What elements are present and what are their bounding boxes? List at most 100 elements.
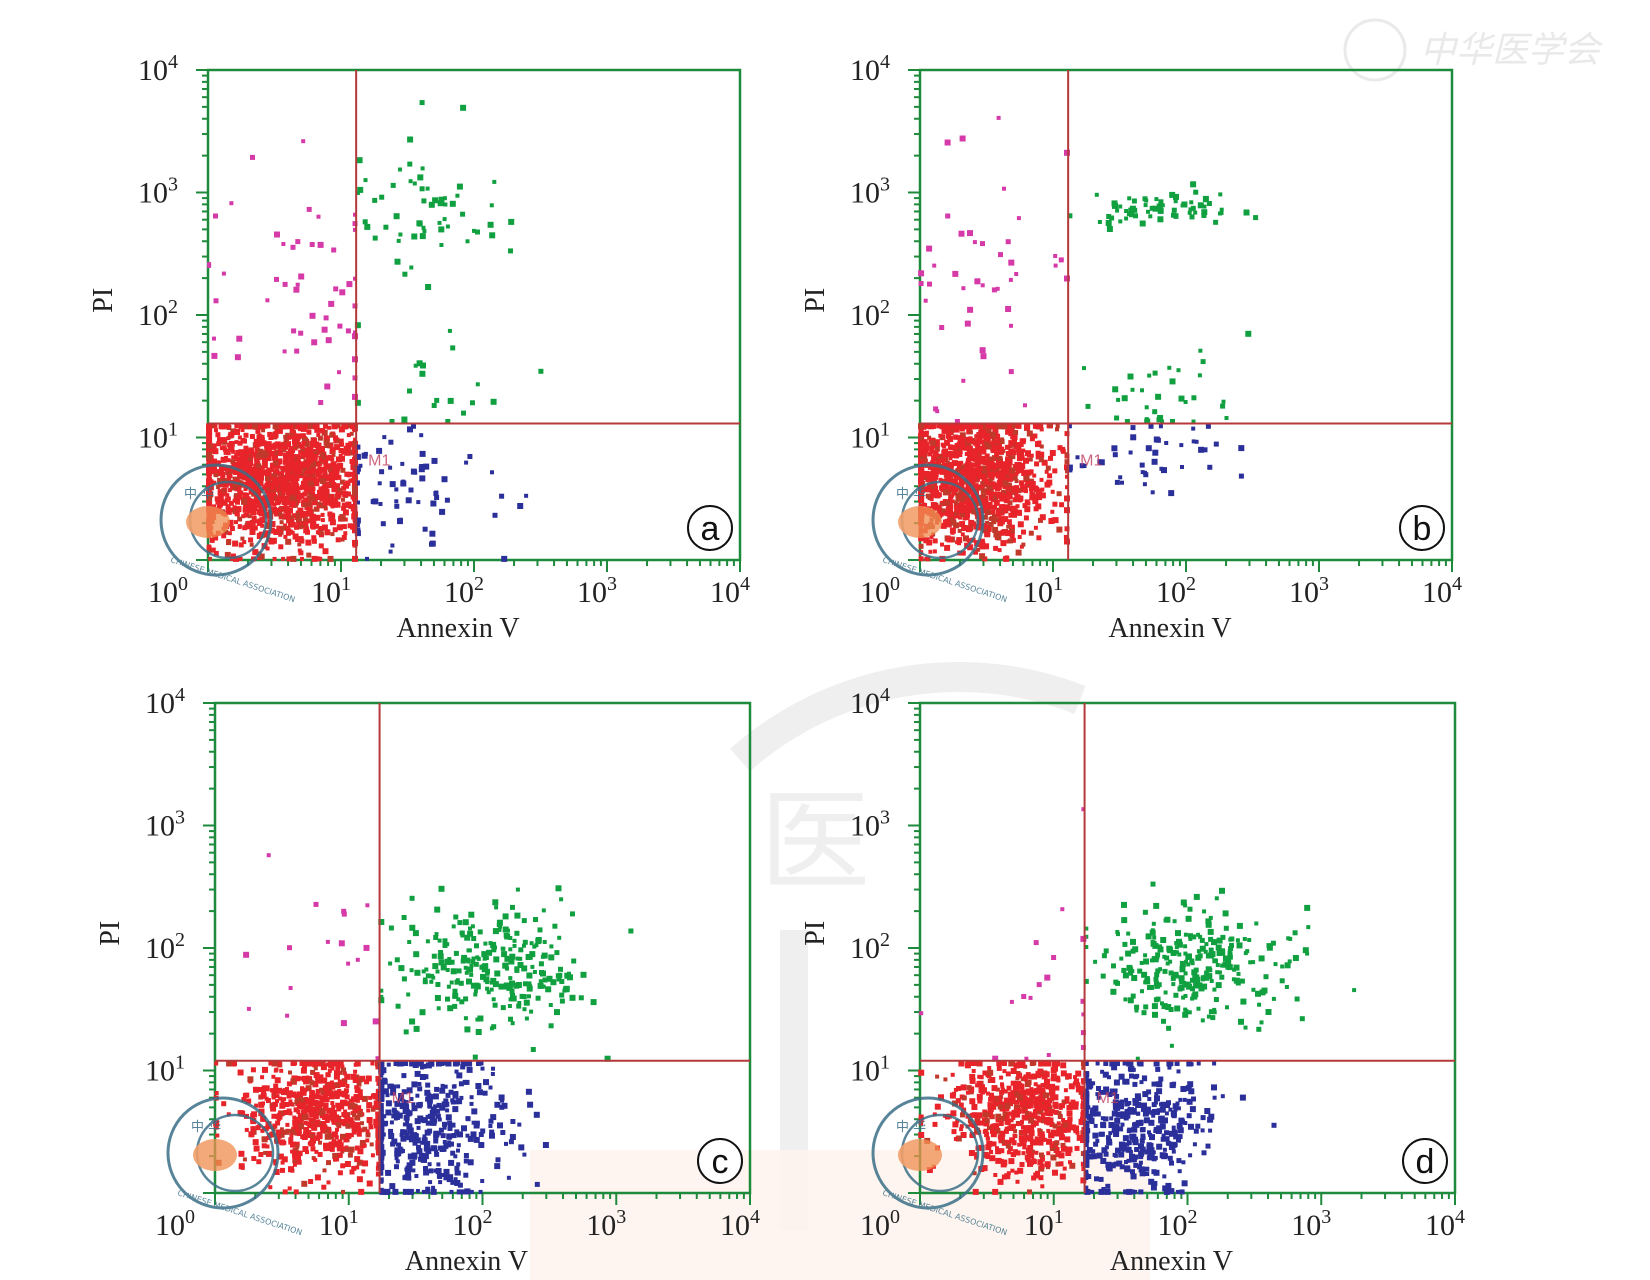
population-late_apoptotic: [1082, 330, 1252, 425]
data-point: [514, 930, 520, 936]
data-point: [980, 488, 986, 494]
data-point: [989, 1155, 996, 1162]
data-point: [408, 1137, 414, 1143]
data-point: [362, 1143, 367, 1148]
data-point: [498, 983, 505, 990]
data-point: [422, 1134, 427, 1139]
data-point: [284, 511, 291, 518]
data-point: [997, 449, 1003, 455]
data-point: [302, 437, 309, 444]
data-point: [1044, 469, 1049, 474]
data-point: [340, 1064, 345, 1069]
x-tick-label: 103: [586, 1206, 626, 1242]
data-point: [932, 549, 937, 554]
data-point: [500, 1130, 506, 1135]
data-point: [1220, 403, 1226, 409]
population-early_apoptotic: [354, 423, 529, 562]
data-point: [541, 972, 546, 977]
data-point: [554, 950, 560, 956]
data-point: [217, 477, 224, 484]
data-point: [1040, 1184, 1045, 1189]
data-point: [990, 459, 995, 464]
data-point: [301, 139, 306, 144]
data-point: [226, 540, 231, 546]
data-point: [460, 104, 467, 111]
data-point: [1044, 1106, 1050, 1112]
data-point: [562, 988, 567, 993]
data-point: [250, 485, 256, 491]
data-point: [939, 423, 945, 429]
data-point: [530, 964, 535, 969]
data-point: [255, 500, 260, 504]
data-point: [510, 995, 517, 1002]
x-tick-label-exponent: 3: [607, 573, 617, 595]
data-point: [930, 440, 937, 447]
data-point: [538, 961, 544, 967]
data-point: [246, 423, 252, 429]
data-point: [477, 929, 483, 935]
data-point: [351, 513, 358, 520]
data-point: [354, 465, 361, 472]
data-point: [210, 547, 216, 553]
data-point: [274, 276, 279, 282]
data-point: [282, 1097, 287, 1102]
data-point: [274, 231, 280, 238]
data-point: [988, 456, 993, 461]
data-point: [919, 483, 924, 488]
x-tick-label-exponent: 0: [178, 573, 188, 595]
data-point: [260, 1092, 267, 1099]
data-point: [273, 1159, 278, 1164]
data-point: [237, 435, 242, 440]
data-point: [298, 1123, 305, 1130]
data-point: [331, 486, 338, 492]
data-point: [390, 182, 396, 188]
data-point: [339, 1081, 346, 1087]
data-point: [296, 495, 302, 500]
data-point: [353, 502, 357, 507]
data-point: [240, 536, 245, 541]
data-point: [537, 927, 543, 933]
data-point: [308, 451, 314, 457]
data-point: [304, 441, 310, 447]
data-point: [277, 1116, 281, 1121]
data-point: [353, 330, 357, 335]
data-point: [294, 1141, 300, 1147]
data-point: [522, 939, 528, 945]
data-point: [423, 1154, 428, 1159]
data-point: [924, 430, 929, 435]
data-point: [256, 508, 263, 515]
data-point: [1056, 526, 1063, 533]
data-point: [1016, 216, 1021, 221]
data-point: [447, 1120, 453, 1126]
data-point: [290, 1149, 295, 1154]
data-point: [341, 1189, 345, 1194]
data-point: [337, 463, 344, 469]
data-point: [1064, 538, 1070, 545]
data-point: [352, 333, 358, 340]
data-point: [1152, 370, 1158, 376]
data-point: [935, 461, 940, 466]
data-point: [246, 498, 253, 505]
data-point: [356, 1159, 363, 1166]
data-point: [406, 1123, 413, 1130]
data-point: [972, 457, 977, 462]
data-point: [416, 1148, 423, 1155]
data-point: [971, 1104, 978, 1110]
data-point: [488, 1085, 493, 1090]
data-point: [330, 1080, 334, 1085]
population-late_apoptotic: [1067, 181, 1259, 232]
data-point: [490, 1072, 495, 1076]
data-point: [961, 1095, 967, 1101]
x-tick-label-exponent: 4: [750, 1206, 760, 1228]
data-point: [414, 1174, 419, 1178]
data-point: [431, 1185, 436, 1190]
data-point: [299, 1061, 305, 1066]
data-point: [1005, 456, 1010, 461]
data-point: [445, 942, 450, 947]
data-point: [439, 243, 444, 247]
data-point: [1021, 1107, 1028, 1114]
data-point: [379, 1073, 384, 1078]
data-point: [299, 464, 306, 471]
data-point: [341, 911, 347, 917]
data-point: [930, 460, 936, 466]
